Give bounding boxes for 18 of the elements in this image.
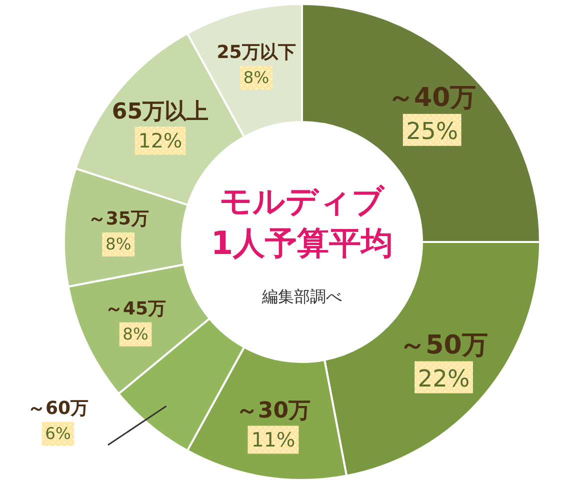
slice-label: ～50万 (400, 330, 488, 360)
data-label: 12% (138, 130, 182, 153)
slice-label: ～60万 (27, 398, 89, 419)
data-label: 11% (251, 428, 296, 452)
data-label: 8% (106, 234, 132, 254)
text: モルディブ 1人予算平均 (210, 182, 394, 262)
slice-label: ～45万 (104, 298, 166, 320)
data-label: 25% (406, 116, 458, 145)
slice-label: ～35万 (88, 208, 149, 230)
slice-label: ～40万 (388, 82, 476, 113)
text: 編集部調べ (261, 287, 342, 306)
data-label: 8% (243, 68, 270, 87)
data-label: 6% (45, 424, 71, 443)
slice-label: ～30万 (236, 398, 311, 424)
data-label: 22% (418, 364, 470, 392)
slice-label: 25万以下 (216, 42, 296, 63)
slice-label: 65万以上 (112, 100, 209, 125)
data-label: 8% (122, 324, 148, 344)
